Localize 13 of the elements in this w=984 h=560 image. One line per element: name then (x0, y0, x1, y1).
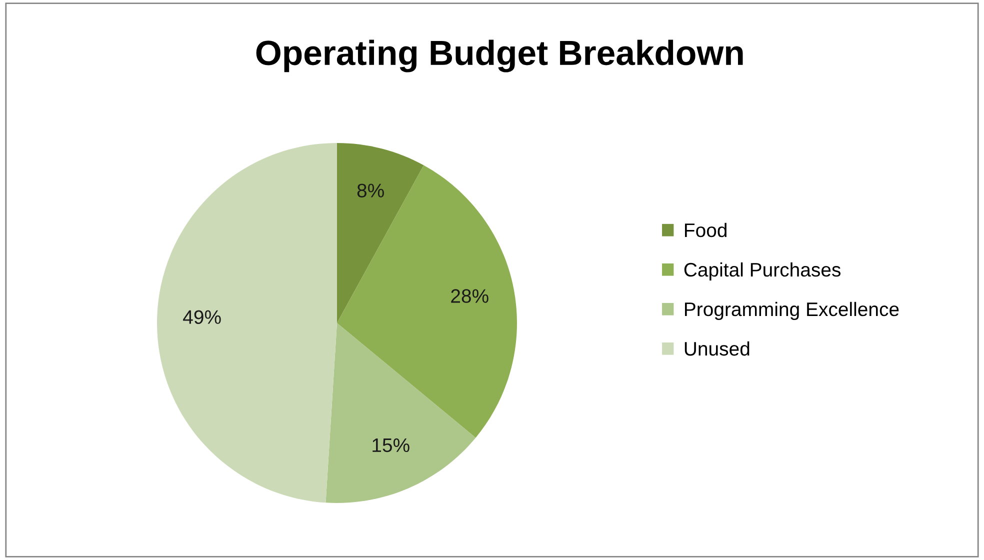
pie-slice (157, 143, 337, 503)
pie-slice (337, 165, 517, 438)
data-label: 49% (183, 310, 221, 324)
legend-label: Food (685, 222, 726, 238)
data-label: 8% (357, 184, 384, 198)
legend-label: Capital Purchases (684, 262, 841, 281)
data-label: 28% (451, 289, 488, 303)
legend-label: Unused (684, 341, 750, 356)
pie-slice (337, 143, 424, 323)
data-label: 15% (372, 438, 410, 452)
pie-slice (326, 323, 476, 503)
legend-label: Programming Excellence (685, 302, 899, 320)
chart-title: Operating Budget Breakdown (256, 40, 743, 72)
